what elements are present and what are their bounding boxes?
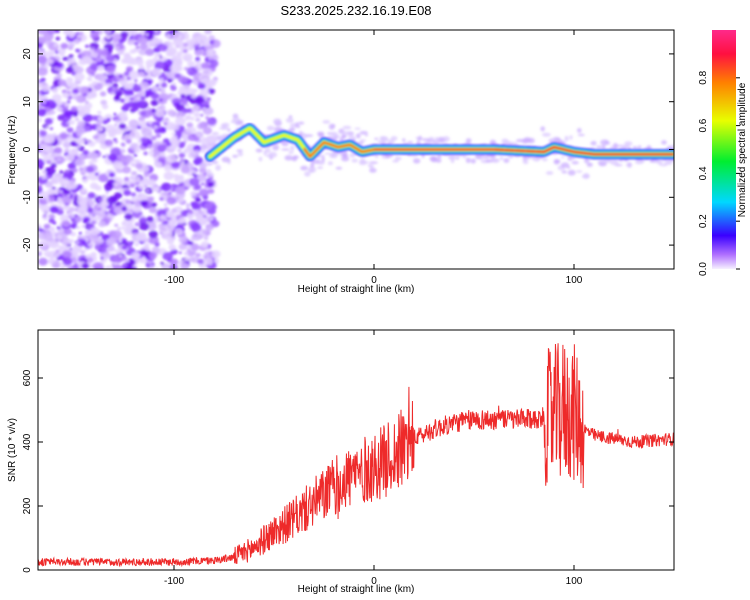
snr-series-line xyxy=(38,343,674,568)
colorbar-tick-label: 0.0 xyxy=(698,262,709,276)
colorbar-tick-label: 0.4 xyxy=(698,166,709,180)
snr-y-tick-label: 600 xyxy=(22,369,33,386)
colorbar-ticks: 0.0 0.2 0.4 0.6 0.8 xyxy=(698,70,740,276)
snr-panel: -100 0 100 0 200 400 600 Height of straight l… xyxy=(7,329,675,595)
snr-y-axis: 0 200 400 600 xyxy=(22,369,674,573)
figure-title: S233.2025.232.16.19.E08 xyxy=(280,3,431,18)
snr-y-tick-label: 0 xyxy=(22,567,33,573)
snr-y-axis-title: SNR (10 * v/v) xyxy=(7,418,18,482)
colorbar-tick-label: 0.8 xyxy=(698,70,709,84)
spectrogram-y-tick-label: -20 xyxy=(22,237,33,252)
snr-frame xyxy=(37,329,675,571)
spectrogram-y-axis-title: Frequency (Hz) xyxy=(7,116,18,185)
snr-x-axis: -100 0 100 xyxy=(164,330,583,587)
spectrogram-x-axis-title: Height of straight line (km) xyxy=(298,284,415,295)
spectrogram-x-tick-label: 100 xyxy=(566,275,583,286)
heatmap-layer xyxy=(38,30,674,269)
colorbar-title: Normalized spectral amplitude xyxy=(737,82,748,217)
spectrogram-y-tick-label: -10 xyxy=(22,190,33,205)
snr-x-tick-label: 100 xyxy=(566,576,583,587)
snr-y-tick-label: 200 xyxy=(22,497,33,514)
colorbar-tick-label: 0.6 xyxy=(698,118,709,132)
signal-ridge xyxy=(205,123,674,162)
spectrogram-y-tick-label: 10 xyxy=(22,96,33,108)
colorbar-tick-label: 0.2 xyxy=(698,214,709,228)
noise-region xyxy=(38,30,221,269)
snr-y-tick-label: 400 xyxy=(22,433,33,450)
colorbar-gradient xyxy=(712,30,736,269)
spectrogram-y-axis: -20 -10 0 10 20 xyxy=(22,48,674,252)
snr-x-tick-label: 0 xyxy=(371,576,377,587)
snr-x-tick-label: -100 xyxy=(164,576,184,587)
spectrogram-x-tick-label: 0 xyxy=(371,275,377,286)
spectrogram-x-axis: -100 0 100 xyxy=(164,30,583,286)
spectrogram-y-tick-label: 20 xyxy=(22,48,33,60)
spectrogram-x-tick-label: -100 xyxy=(164,275,184,286)
colorbar: 0.0 0.2 0.4 0.6 0.8 Normalized spectral ampl… xyxy=(698,30,748,276)
snr-x-axis-title: Height of straight line (km) xyxy=(298,584,415,595)
spectrogram-y-tick-label: 0 xyxy=(22,146,33,152)
